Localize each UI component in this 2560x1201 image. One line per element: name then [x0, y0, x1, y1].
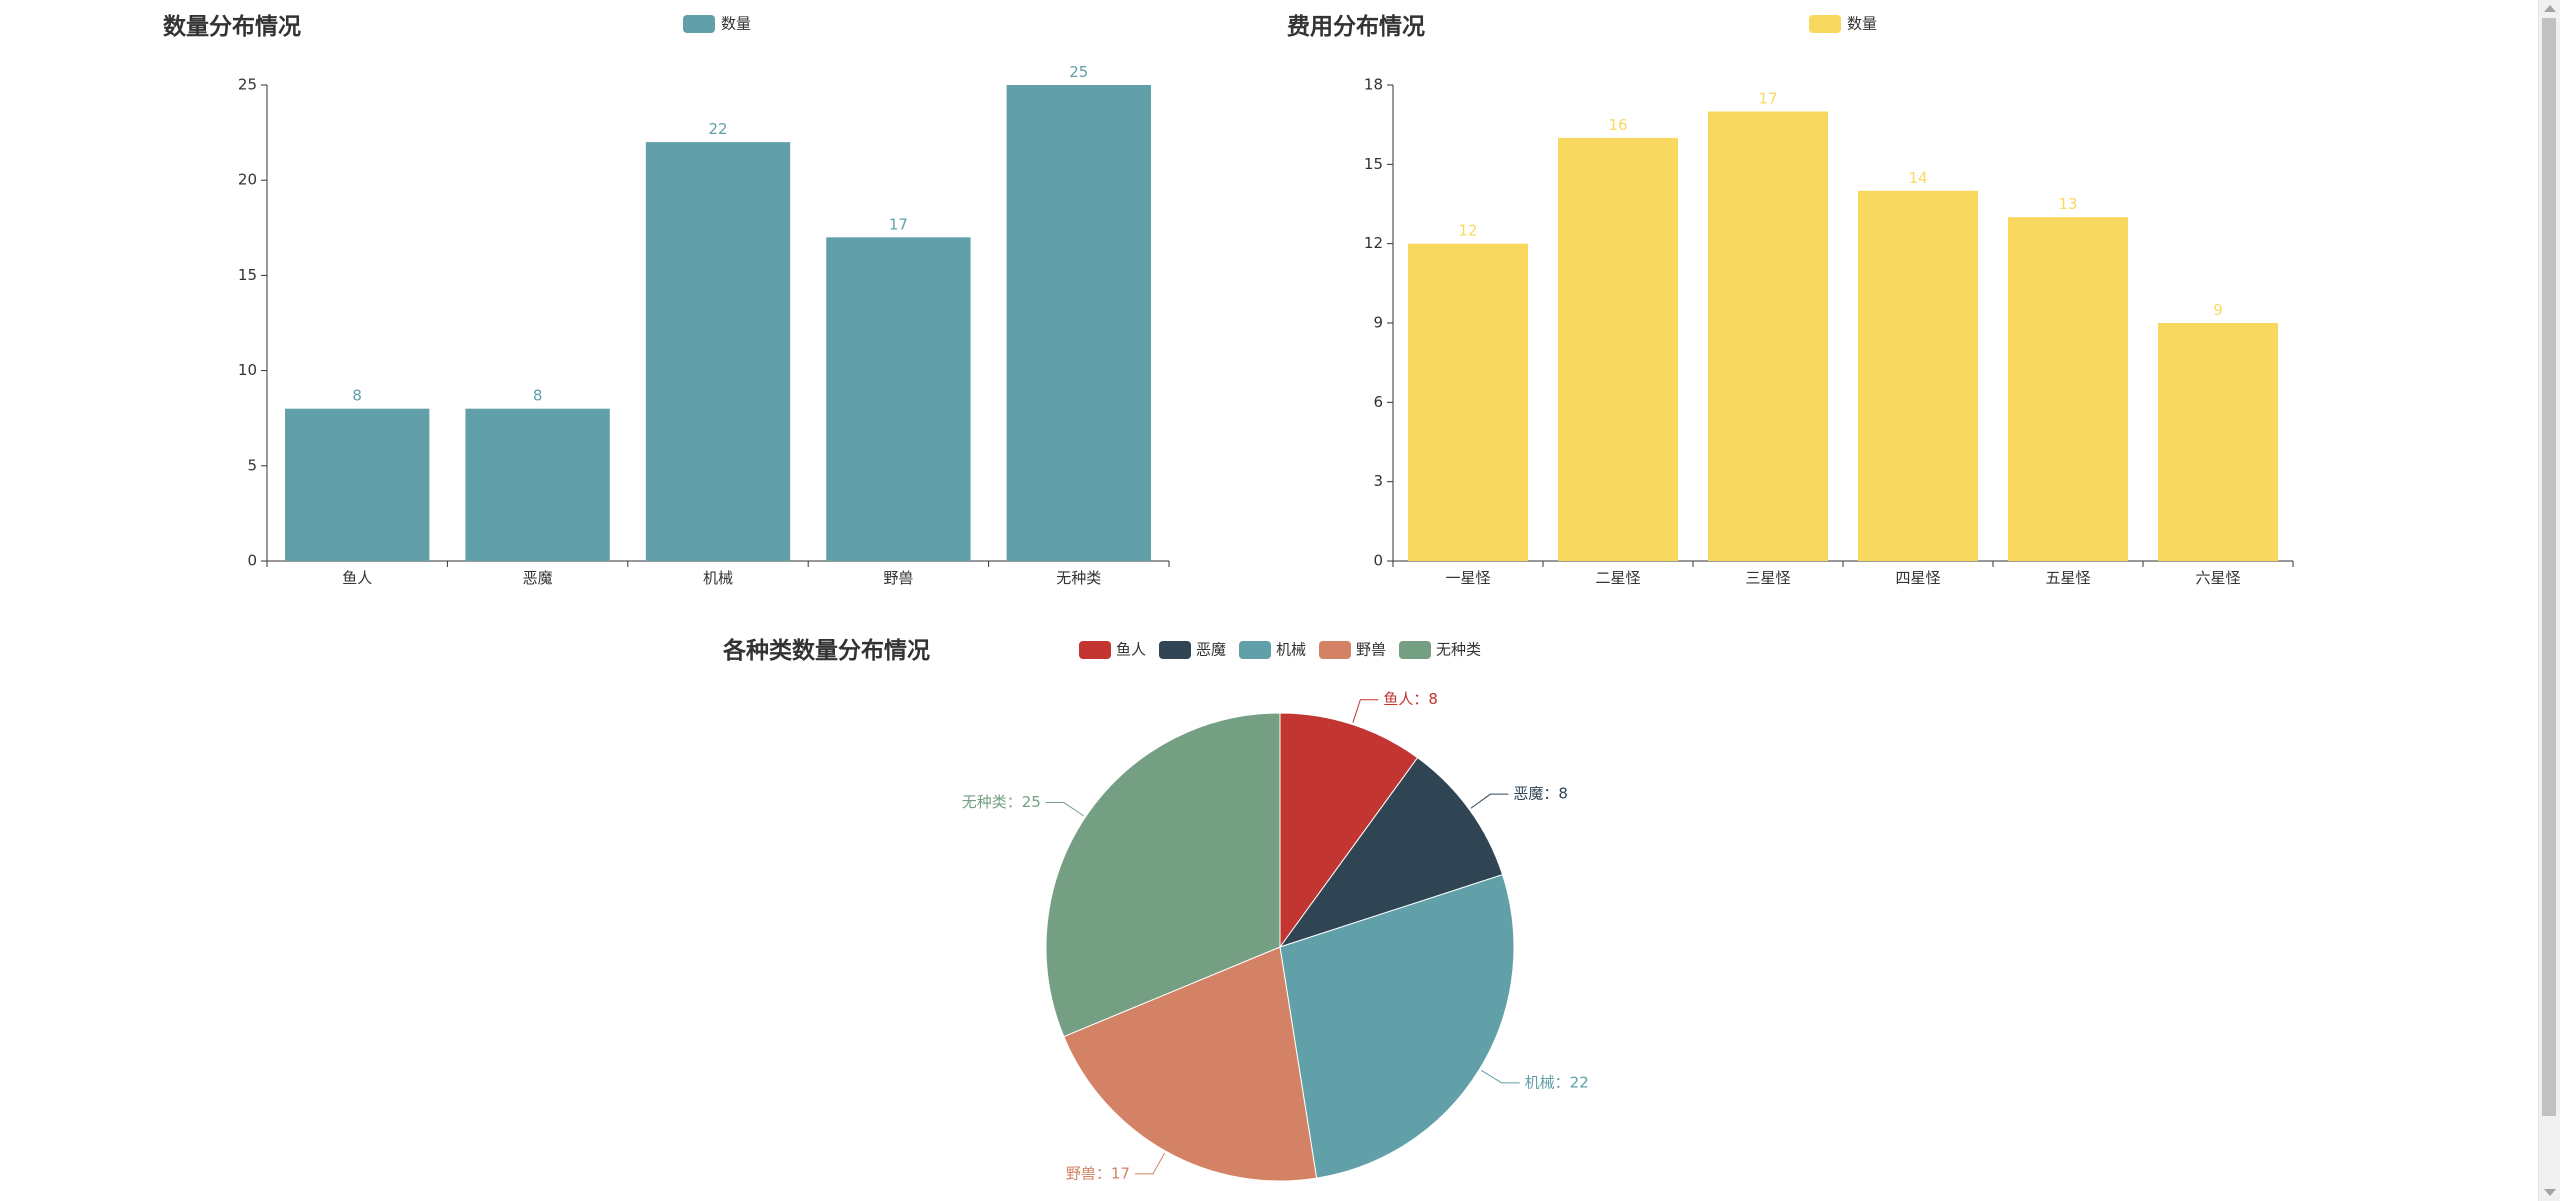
pie-leader-line-3 — [1134, 1152, 1166, 1175]
cost-x-tick-label-5: 六星怪 — [2195, 569, 2240, 587]
cost-bar-value-label-2: 17 — [1758, 89, 1777, 107]
cost-y-tick-label-1: 3 — [1373, 472, 1383, 490]
pie-slice-4 — [1045, 712, 1281, 1038]
count-y-tick-label-2: 10 — [238, 361, 257, 379]
pie-legend-swatch-0 — [1079, 641, 1111, 659]
count-x-tick-label-1: 恶魔 — [523, 569, 553, 587]
count-y-tick-label-0: 0 — [247, 552, 257, 570]
cost-x-tick-label-1: 二星怪 — [1595, 569, 1640, 587]
count-chart-title: 数量分布情况 — [163, 13, 301, 40]
count-legend-label: 数量 — [721, 15, 751, 33]
count-x-tick-label-0: 鱼人 — [342, 569, 372, 587]
cost-y-tick-label-4: 12 — [1364, 234, 1383, 252]
pie-slice-label-0: 鱼人：8 — [1383, 690, 1438, 708]
cost-x-tick-label-2: 三星怪 — [1745, 569, 1790, 587]
pie-slice-2 — [1279, 874, 1515, 1179]
pie-legend-item-3: 野兽 — [1319, 641, 1386, 659]
cost-x-tick-label-3: 四星怪 — [1895, 569, 1940, 587]
pie-legend-swatch-1 — [1159, 641, 1191, 659]
cost-x-tick-label-0: 一星怪 — [1445, 569, 1490, 587]
count-bar-value-label-1: 8 — [533, 387, 543, 405]
pie-legend-label-1: 恶魔 — [1196, 641, 1226, 659]
cost-legend: 数量 — [1809, 15, 1877, 33]
count-bar-value-label-0: 8 — [352, 387, 362, 405]
cost-legend-label: 数量 — [1847, 15, 1877, 33]
cost-bar-value-label-1: 16 — [1608, 116, 1627, 134]
page-scrollbar[interactable] — [2538, 0, 2560, 1201]
pie-legend-label-4: 无种类 — [1436, 641, 1481, 659]
cost-bar-1 — [1558, 137, 1678, 561]
cost-bar-value-label-5: 9 — [2213, 301, 2223, 319]
pie-slice-label-2: 机械：22 — [1525, 1073, 1589, 1091]
count-bar-value-label-4: 25 — [1069, 63, 1088, 81]
cost-y-tick-label-3: 9 — [1373, 314, 1383, 332]
pie-legend-label-0: 鱼人 — [1116, 641, 1146, 659]
count-bar-value-label-2: 22 — [708, 120, 727, 138]
count-bar-chart: 数量分布情况 数量 0 5 10 15 20 25 8 鱼人 8 恶魔 22 机械 17 野兽 25 无种类 — [163, 13, 1170, 587]
cost-x-tick-label-4: 五星怪 — [2045, 569, 2090, 587]
pie-legend-label-3: 野兽 — [1356, 641, 1386, 659]
cost-y-tick-label-5: 15 — [1364, 155, 1383, 173]
pie-slice-label-3: 野兽：17 — [1066, 1164, 1130, 1182]
scroll-down-icon[interactable] — [2544, 1189, 2556, 1196]
cost-legend-swatch — [1809, 15, 1841, 33]
pie-leader-line-0 — [1352, 699, 1379, 723]
count-bar-value-label-3: 17 — [889, 215, 908, 233]
count-legend: 数量 — [683, 15, 751, 33]
pie-legend-swatch-2 — [1239, 641, 1271, 659]
pie-legend-swatch-3 — [1319, 641, 1351, 659]
cost-bar-value-label-3: 14 — [1908, 169, 1927, 187]
count-x-tick-label-4: 无种类 — [1056, 569, 1101, 587]
pie-legend-item-0: 鱼人 — [1079, 641, 1146, 659]
count-legend-swatch — [683, 15, 715, 33]
cost-bar-value-label-4: 13 — [2058, 195, 2077, 213]
count-x-tick-label-3: 野兽 — [883, 569, 913, 587]
cost-bar-value-label-0: 12 — [1458, 222, 1477, 240]
pie-slice-3 — [1063, 946, 1318, 1182]
count-y-tick-label-3: 15 — [238, 266, 257, 284]
pie-chart-title: 各种类数量分布情况 — [722, 637, 930, 664]
pie-slice-0 — [1279, 712, 1419, 949]
cost-bar-chart: 费用分布情况 数量 0 3 6 9 12 15 18 12 一星怪 16 二星怪 17 三星怪 14 四星怪 13… — [1287, 13, 2294, 587]
scrollbar-thumb[interactable] — [2542, 18, 2556, 1116]
pie-legend-item-2: 机械 — [1239, 641, 1306, 659]
count-bar-0 — [285, 408, 430, 561]
count-x-tick-label-2: 机械 — [703, 569, 733, 587]
cost-chart-title: 费用分布情况 — [1287, 13, 1425, 40]
pie-slice-label-1: 恶魔：8 — [1513, 785, 1568, 803]
cost-bar-2 — [1708, 111, 1828, 561]
count-bar-4 — [1006, 85, 1151, 561]
pie-legend-item-4: 无种类 — [1399, 641, 1481, 659]
cost-y-tick-label-0: 0 — [1373, 552, 1383, 570]
count-y-tick-label-1: 5 — [247, 456, 257, 474]
cost-bar-4 — [2008, 217, 2128, 561]
cost-y-tick-label-2: 6 — [1373, 393, 1383, 411]
pie-legend-label-2: 机械 — [1276, 641, 1306, 659]
cost-y-tick-label-6: 18 — [1364, 76, 1383, 94]
pie-slice-1 — [1278, 756, 1504, 948]
cost-bar-5 — [2158, 323, 2278, 561]
count-bar-1 — [465, 408, 610, 561]
pie-leader-line-2 — [1480, 1069, 1520, 1084]
count-y-tick-label-4: 20 — [238, 171, 257, 189]
cost-bar-0 — [1408, 243, 1528, 561]
pie-slice-label-4: 无种类：25 — [962, 793, 1041, 811]
cost-bar-3 — [1858, 190, 1978, 561]
count-bar-3 — [826, 237, 971, 561]
pie-legend-swatch-4 — [1399, 641, 1431, 659]
pie-leader-line-1 — [1470, 793, 1509, 809]
count-bar-2 — [645, 142, 791, 561]
pie-legend-item-1: 恶魔 — [1159, 641, 1226, 659]
scroll-up-icon[interactable] — [2544, 5, 2556, 12]
pie-leader-line-4 — [1045, 802, 1085, 817]
count-y-tick-label-5: 25 — [238, 76, 257, 94]
